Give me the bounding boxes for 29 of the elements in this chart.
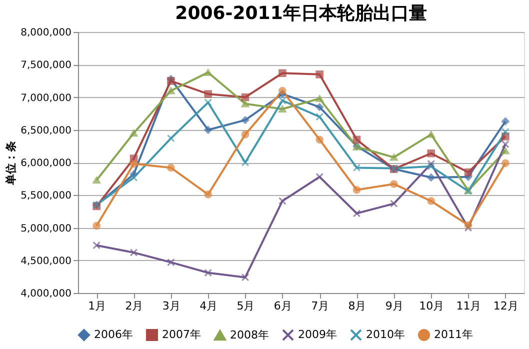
y-axis-title: 单位：条: [4, 141, 18, 186]
y-tick-label: 7,500,000: [20, 60, 72, 72]
x-tick-label: 8月: [348, 300, 366, 312]
legend-label: 2010年: [366, 328, 405, 341]
x-tick-label: 6月: [274, 300, 292, 312]
legend-label: 2008年: [230, 328, 269, 342]
x-tick-label: 10月: [419, 300, 444, 312]
y-tick-label: 7,000,000: [20, 92, 72, 104]
x-tick-label: 4月: [200, 300, 218, 312]
legend-label: 2009年: [298, 328, 337, 341]
legend-label: 2007年: [162, 328, 201, 341]
x-tick-label: 11月: [456, 300, 482, 312]
y-tick-label: 8,000,000: [20, 28, 72, 38]
legend-label: 2006年: [94, 328, 133, 341]
y-tick-label: 4,500,000: [20, 256, 72, 267]
legend-label: 2011年: [434, 328, 473, 341]
x-tick-label: 1月: [88, 300, 106, 312]
x-tick-label: 3月: [162, 300, 180, 312]
x-tick-label: 7月: [311, 300, 330, 312]
y-tick-label: 4,000,000: [20, 288, 72, 300]
y-tick-label: 5,000,000: [20, 223, 72, 234]
x-tick-label: 2月: [125, 300, 144, 312]
x-tick-label: 5月: [236, 300, 255, 312]
y-tick-label: 6,500,000: [20, 125, 72, 136]
x-tick-label: 12月: [493, 300, 518, 312]
x-tick-label: 9月: [385, 300, 404, 312]
y-tick-label: 6,000,000: [20, 158, 72, 169]
y-tick-label: 5,500,000: [20, 190, 72, 202]
chart-title: 2006-2011年日本轮胎出口量: [175, 3, 427, 24]
